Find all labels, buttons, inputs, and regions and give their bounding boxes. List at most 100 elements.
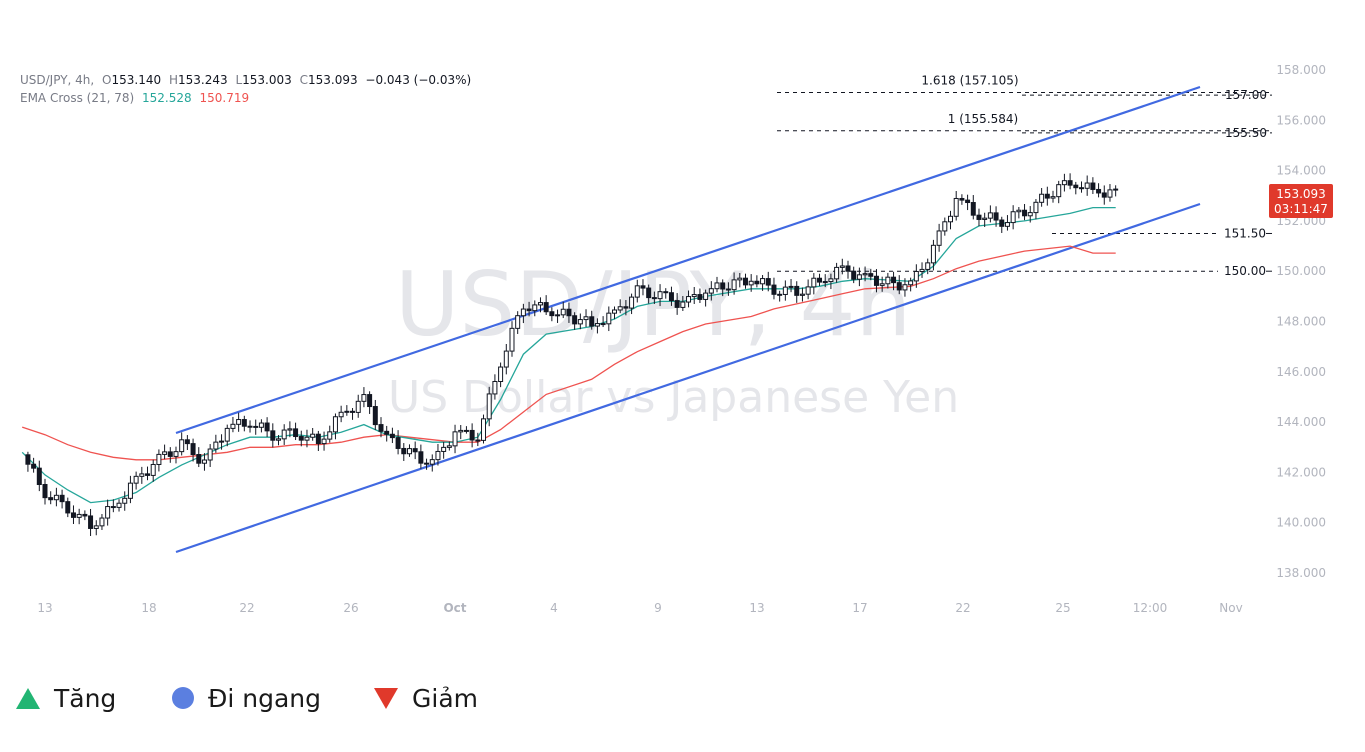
candle-body: [697, 294, 703, 300]
candle-body: [891, 276, 897, 284]
candle-body: [201, 459, 207, 464]
candle-body: [446, 445, 452, 448]
candle-body: [543, 302, 549, 313]
candle-body: [1090, 182, 1096, 190]
candle-body: [475, 439, 481, 442]
candle-body: [65, 501, 71, 514]
candle-body: [139, 473, 145, 477]
candle-body: [298, 436, 304, 441]
candle-body: [526, 308, 532, 312]
candle-body: [674, 300, 680, 308]
candle-body: [1016, 209, 1022, 213]
candle-body: [646, 287, 652, 299]
candle-body: [469, 429, 475, 441]
candle-body: [999, 219, 1005, 227]
level-label: 155.50: [1225, 126, 1267, 140]
x-tick-label: 13: [37, 601, 52, 615]
candle-body: [36, 467, 42, 486]
candle-body: [817, 277, 823, 283]
candle-body: [481, 418, 487, 441]
candle-body: [1056, 184, 1062, 198]
candle-body: [59, 494, 65, 503]
price-chart[interactable]: USD/JPY, 4h US Dollar vs Japanese Yen US…: [0, 0, 1365, 660]
candle-body: [953, 197, 959, 217]
candle-body: [207, 448, 213, 461]
candle-body: [942, 221, 948, 232]
y-tick-label: 138.000: [1276, 566, 1326, 580]
candle-body: [219, 440, 225, 443]
candle-body: [372, 406, 378, 426]
candle-body: [1096, 188, 1102, 194]
candle-body: [617, 306, 623, 311]
candle-body: [70, 512, 76, 518]
level-label: 151.50: [1224, 226, 1266, 240]
candle-body: [760, 278, 766, 285]
candles: [25, 173, 1119, 536]
candle-body: [236, 419, 242, 425]
watermark-symbol: USD/JPY, 4h: [395, 253, 911, 356]
y-tick-label: 150.000: [1276, 264, 1326, 278]
candle-body: [555, 314, 561, 317]
x-tick-label: 18: [141, 601, 156, 615]
candle-body: [623, 306, 629, 309]
candle-body: [708, 288, 714, 294]
y-axis[interactable]: 138.000 140.000 142.000 144.000 146.000 148.0…: [1276, 63, 1326, 580]
x-tick-label: 22: [955, 601, 970, 615]
candle-body: [594, 323, 600, 327]
candle-body: [549, 311, 555, 317]
candle-body: [82, 513, 88, 517]
candle-body: [686, 296, 692, 303]
candle-body: [640, 285, 646, 289]
candle-body: [162, 451, 168, 455]
symbol-info: USD/JPY, 4h, O153.140 H153.243 L153.003 …: [20, 73, 471, 87]
candle-body: [851, 270, 857, 280]
candle-body: [839, 265, 845, 268]
x-axis[interactable]: 13 18 22 26 Oct 4 9 13 17 22 25 12:00 Nov: [37, 601, 1242, 615]
candle-body: [606, 312, 612, 325]
y-tick-label: 142.000: [1276, 465, 1326, 479]
candle-body: [361, 394, 367, 402]
candle-body: [913, 270, 919, 282]
candle-body: [663, 291, 669, 294]
triangle-down-icon: [374, 687, 398, 709]
candle-body: [908, 280, 914, 286]
candle-body: [441, 446, 447, 452]
triangle-up-icon: [16, 687, 40, 709]
candle-body: [765, 278, 771, 286]
y-tick-label: 144.000: [1276, 415, 1326, 429]
candle-body: [828, 278, 834, 283]
candle-body: [509, 327, 515, 352]
candle-body: [879, 283, 885, 286]
candle-body: [486, 393, 492, 420]
candle-body: [424, 462, 430, 465]
legend-item-down: Giảm: [374, 676, 478, 720]
candle-body: [811, 277, 817, 288]
y-tick-label: 156.000: [1276, 113, 1326, 127]
candle-body: [1073, 184, 1079, 189]
y-tick-label: 148.000: [1276, 315, 1326, 329]
candle-body: [338, 411, 344, 418]
candle-body: [190, 443, 196, 456]
candle-body: [1050, 196, 1056, 199]
candle-body: [993, 212, 999, 221]
x-tick-label: 13: [749, 601, 764, 615]
legend-label-sideways: Đi ngang: [208, 683, 322, 713]
candle-body: [127, 482, 133, 499]
candle-body: [401, 447, 407, 455]
candle-body: [629, 296, 635, 309]
candle-body: [304, 436, 310, 441]
candle-body: [532, 304, 538, 312]
candle-body: [355, 400, 361, 413]
candle-body: [925, 262, 931, 270]
candle-body: [503, 350, 509, 368]
candle-body: [247, 425, 253, 428]
candle-body: [1107, 189, 1113, 198]
candle-body: [731, 279, 737, 291]
x-tick-label: 25: [1055, 601, 1070, 615]
candle-body: [167, 451, 173, 457]
candle-body: [1004, 222, 1010, 227]
price-channel[interactable]: [175, 85, 1201, 554]
candle-body: [936, 230, 942, 246]
candle-body: [48, 497, 54, 501]
candle-body: [572, 315, 578, 325]
